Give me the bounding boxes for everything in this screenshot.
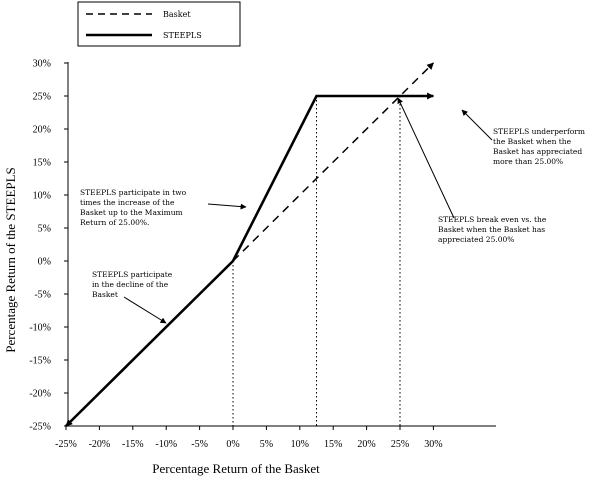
y-tick-label: -25%	[29, 422, 51, 433]
y-tick-label: -20%	[29, 389, 51, 400]
x-tick-label: 5%	[260, 439, 273, 450]
legend-label-steepls: STEEPLS	[163, 31, 202, 40]
series-line-steepls	[65, 92, 435, 427]
series-line-basket	[232, 62, 434, 262]
x-tick-label: 20%	[357, 439, 375, 450]
x-axis-ticks: -25% -20% -15% -10% -5% 0% 5% 10% 15% 20% 25% 30%	[55, 426, 443, 450]
y-tick-label: -5%	[34, 290, 51, 301]
legend-box	[77, 1, 241, 47]
x-tick-label: -5%	[191, 439, 208, 450]
x-tick-label: -10%	[155, 439, 177, 450]
reference-lines	[232, 96, 401, 426]
annotation-break-even: STEEPLS break even vs. the Basket when t…	[438, 215, 549, 244]
y-tick-label: 15%	[33, 158, 51, 169]
annotation-double-participation: STEEPLS participate in two times the inc…	[80, 188, 189, 227]
annotation-arrow-decline	[123, 296, 167, 324]
annotation-decline-participation: STEEPLS participate in the decline of th…	[92, 270, 175, 299]
y-tick-label: 10%	[33, 191, 51, 202]
annotation-arrow-underperform	[461, 109, 493, 141]
legend: Basket STEEPLS	[77, 1, 241, 47]
legend-label-basket: Basket	[163, 10, 191, 19]
y-tick-label: 20%	[33, 125, 51, 136]
y-tick-label: 5%	[38, 224, 51, 235]
series-layer	[65, 62, 435, 427]
annotation-arrow-double	[207, 203, 247, 210]
x-tick-label: 10%	[291, 439, 309, 450]
x-tick-label: 30%	[424, 439, 442, 450]
y-tick-label: 0%	[38, 257, 51, 268]
x-axis-title: Percentage Return of the Basket	[152, 461, 320, 476]
x-tick-label: 15%	[324, 439, 342, 450]
x-tick-label: -15%	[122, 439, 144, 450]
x-tick-label: 0%	[226, 439, 239, 450]
y-tick-label: -15%	[29, 356, 51, 367]
y-tick-label: 25%	[33, 92, 51, 103]
y-tick-label: -10%	[29, 323, 51, 334]
annotation-arrows	[123, 97, 493, 324]
x-tick-label: 25%	[391, 439, 409, 450]
x-tick-label: -25%	[55, 439, 77, 450]
x-tick-label: -20%	[89, 439, 111, 450]
annotation-arrow-breakeven	[397, 97, 455, 219]
annotation-underperform: STEEPLS underperform the Basket when the…	[493, 127, 587, 166]
y-axis-title: Percentage Return of the STEEPLS	[3, 167, 18, 353]
y-tick-label: 30%	[33, 59, 51, 70]
y-axis-ticks: 30% 25% 20% 15% 10% 5% 0% -5% -10% -15% -20% -25%	[29, 59, 68, 433]
